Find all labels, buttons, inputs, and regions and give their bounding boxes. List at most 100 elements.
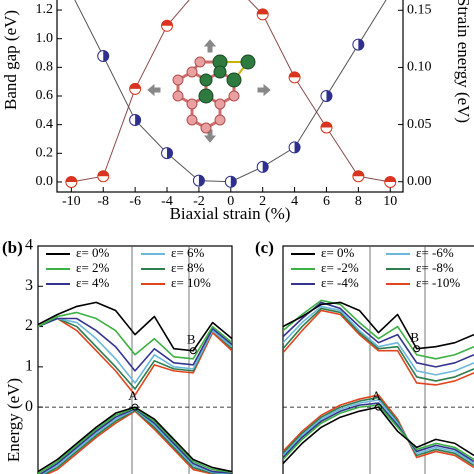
legend-label: ε= -4%: [321, 275, 359, 290]
y-tick-label: 4: [25, 237, 33, 254]
legend-label: ε= 0%: [76, 245, 110, 260]
plot-area: [38, 301, 232, 474]
marker-half: [103, 50, 109, 62]
band-line: [38, 317, 232, 384]
y-tick-label: 0.6: [36, 88, 54, 103]
marker-half: [326, 90, 332, 102]
annotation: A: [128, 388, 138, 403]
point-marker: [413, 345, 421, 353]
y-axis-label: Band gap (eV): [1, 10, 20, 110]
marker-half: [358, 39, 364, 51]
y-tick-label: 0.8: [36, 60, 54, 75]
legend-label: ε= 4%: [76, 275, 110, 290]
band-line: [283, 309, 474, 386]
marker-half: [129, 83, 141, 89]
legend-label: ε= 0%: [321, 245, 355, 260]
marker: [352, 170, 365, 183]
point-marker: [131, 403, 139, 411]
x-tick-label: -4: [161, 194, 173, 209]
x-tick-label: -8: [97, 194, 109, 209]
annotation: A: [372, 388, 382, 403]
marker: [161, 19, 174, 32]
marker-half: [167, 147, 173, 159]
band-line: [38, 317, 232, 372]
marker: [320, 121, 333, 134]
band-line: [38, 317, 232, 396]
panel-label: (c): [255, 238, 274, 257]
band-line: [38, 301, 232, 352]
marker: [129, 82, 142, 95]
x-axis-label: Biaxial strain (%): [170, 204, 291, 223]
x-tick-label: -10: [62, 194, 81, 209]
marker-half: [135, 114, 141, 126]
marker: [352, 38, 365, 51]
x-tick-label: -2: [193, 194, 205, 209]
plot-area: [283, 299, 474, 469]
band-line: [283, 396, 474, 467]
marker-half: [320, 122, 332, 128]
annotation: B: [410, 330, 419, 345]
axes-frame: [37, 245, 233, 474]
band-line: [283, 394, 474, 469]
marker: [320, 90, 333, 102]
marker-half: [65, 176, 77, 182]
marker: [97, 170, 110, 183]
marker-half: [198, 175, 205, 187]
inset-structure: [147, 39, 271, 143]
marker: [65, 175, 78, 188]
marker: [224, 175, 237, 188]
marker-half: [289, 71, 301, 78]
marker: [256, 160, 269, 173]
y-tick-label: 2: [25, 317, 33, 334]
legend-label: ε= -2%: [321, 260, 359, 275]
marker-half: [352, 170, 364, 177]
marker-half: [161, 20, 173, 26]
x-tick-label: -6: [129, 194, 141, 209]
band-line: [283, 305, 474, 376]
point-marker: [189, 347, 197, 355]
marker: [288, 141, 301, 154]
x-tick-label: 2: [259, 194, 266, 209]
band-line: [283, 399, 474, 465]
high-symmetry-lines: [131, 246, 426, 474]
marker-half: [294, 141, 301, 153]
band-line: [283, 307, 474, 382]
marker: [288, 71, 301, 84]
band-line: [45, 410, 223, 474]
y2-tick-label: 0.10: [407, 60, 432, 75]
legend-label: ε= 6%: [171, 245, 205, 260]
panel-label: (b): [2, 238, 23, 257]
y-axis-label: Energy (eV): [4, 378, 23, 462]
point-marker: [375, 403, 382, 411]
marker: [192, 174, 205, 187]
x-tick-label: 10: [383, 194, 397, 209]
y-tick-label: 0.2: [36, 146, 54, 161]
marker-half: [257, 8, 269, 15]
marker-half: [97, 170, 109, 177]
band-line: [283, 299, 474, 360]
x-tick-label: 8: [355, 194, 362, 209]
legend-label: ε= -8%: [416, 260, 454, 275]
y2-tick-label: 0.05: [407, 117, 432, 132]
y-tick-label: 1.0: [36, 31, 54, 46]
axes-frame: [282, 245, 474, 474]
y-tick-label: 3: [25, 277, 33, 294]
x-tick-label: 6: [323, 194, 330, 209]
y-tick-label: 0.0: [36, 174, 54, 189]
marker: [129, 114, 142, 126]
x-tick-label: 4: [291, 194, 298, 209]
band-line: [283, 301, 474, 350]
legend-label: ε= 2%: [76, 260, 110, 275]
legend-label: ε= 10%: [171, 275, 211, 290]
band-line: [42, 409, 232, 474]
marker-half: [230, 176, 237, 188]
y-tick-label: 1: [25, 358, 33, 375]
legend-label: ε= 8%: [171, 260, 205, 275]
series-line: [71, 0, 391, 183]
y2-tick-label: 0.00: [407, 174, 432, 189]
series-line: [74, 0, 387, 183]
y-tick-label: 0.4: [36, 117, 54, 132]
marker: [256, 8, 269, 21]
legend-label: ε= -10%: [416, 275, 460, 290]
